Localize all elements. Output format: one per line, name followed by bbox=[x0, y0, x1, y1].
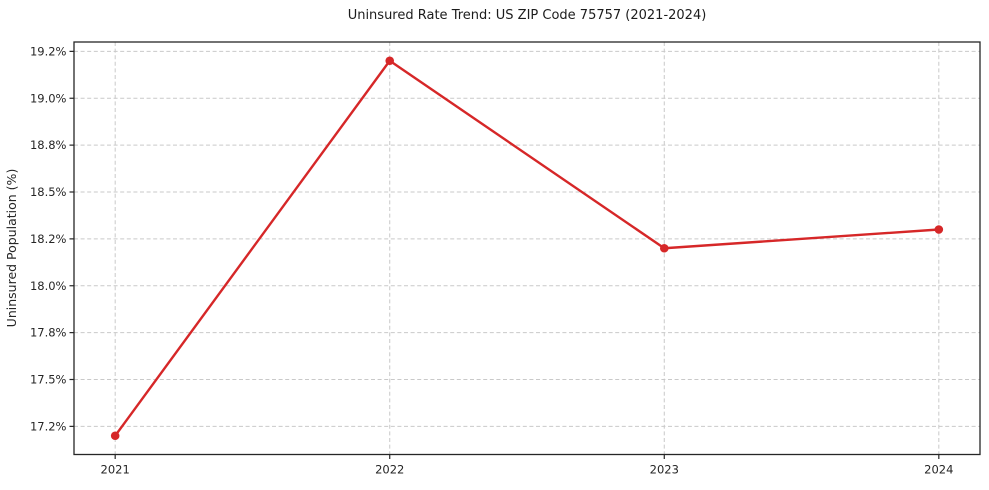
y-tick-label: 19.2% bbox=[30, 44, 67, 58]
data-point-2021 bbox=[110, 431, 120, 441]
y-tick-label: 18.0% bbox=[30, 279, 67, 293]
x-tick-label: 2022 bbox=[375, 463, 404, 477]
x-tick-label: 2024 bbox=[924, 463, 953, 477]
y-tick-label: 18.8% bbox=[30, 138, 67, 152]
y-tick-label: 19.0% bbox=[30, 91, 67, 105]
chart-title: Uninsured Rate Trend: US ZIP Code 75757 … bbox=[347, 8, 707, 23]
data-point-2023 bbox=[659, 243, 669, 253]
y-tick-label: 18.5% bbox=[30, 185, 67, 199]
y-tick-label: 17.2% bbox=[30, 419, 67, 433]
x-tick-label: 2023 bbox=[650, 463, 679, 477]
y-tick-label: 17.5% bbox=[30, 373, 67, 387]
y-tick-label: 18.2% bbox=[30, 232, 67, 246]
x-tick-label: 2021 bbox=[101, 463, 130, 477]
plot-border bbox=[73, 41, 981, 456]
plot-area: 17.2% 17.5% 17.8% 18.0% 18.2% 18.5% 18.8% 19.0%… bbox=[30, 41, 981, 477]
y-axis-label: Uninsured Population (%) bbox=[4, 169, 19, 328]
y-tick-label: 17.8% bbox=[30, 326, 67, 340]
trend-line bbox=[114, 59, 939, 437]
data-point-2022 bbox=[385, 56, 395, 66]
data-point-2024 bbox=[934, 225, 944, 234]
